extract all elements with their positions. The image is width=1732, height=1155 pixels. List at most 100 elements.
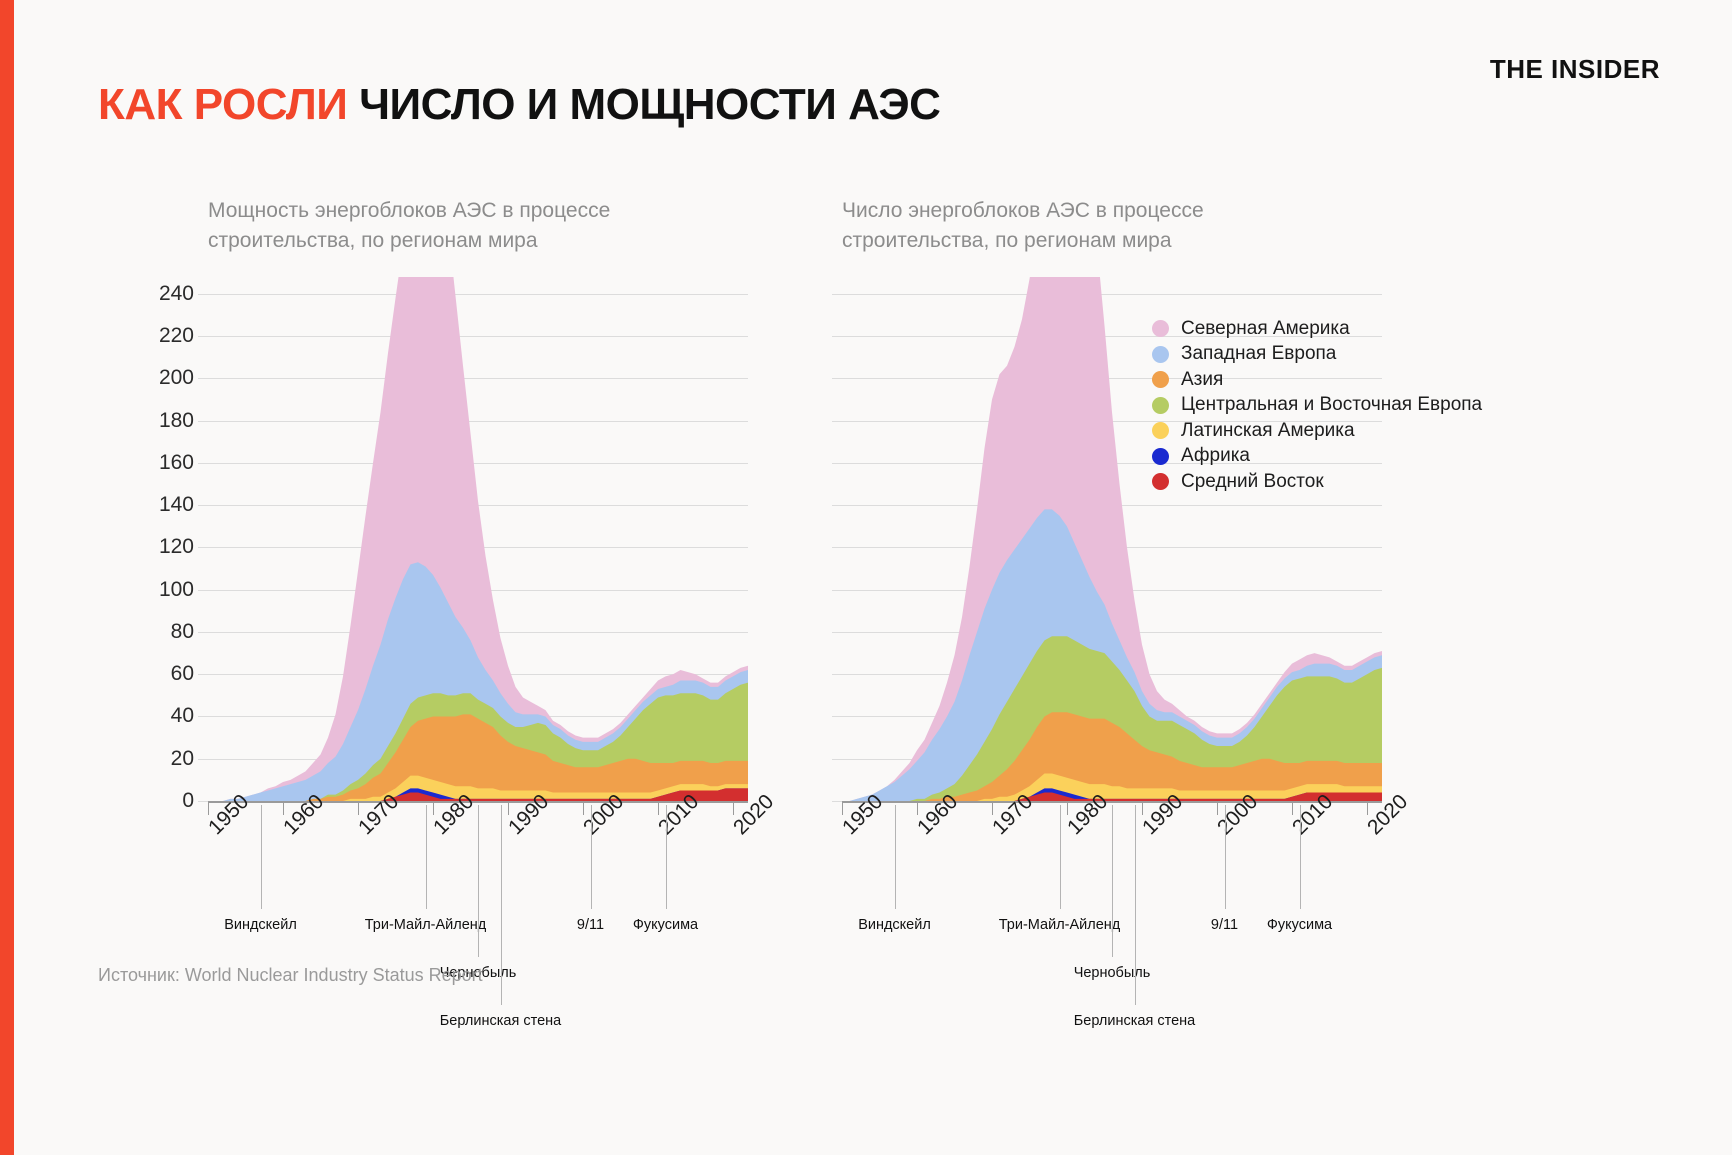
gridline: [208, 420, 748, 422]
legend-item-label: Средний Восток: [1181, 470, 1324, 492]
event-marker-label: Берлинская стена: [439, 1012, 562, 1029]
chart-panel-count: Число энергоблоков АЭС в процессе строит…: [800, 196, 1580, 1029]
legend-item-label: Азия: [1181, 368, 1224, 390]
legend-item[interactable]: Латинская Америка: [1152, 418, 1482, 444]
legend-item[interactable]: Африка: [1152, 444, 1482, 470]
y-axis-tick-mark: [832, 674, 842, 676]
legend-item-label: Африка: [1181, 445, 1250, 467]
x-axis-tick-mark: [1292, 802, 1293, 815]
gridline: [842, 293, 1382, 295]
legend-item-label: Центральная и Восточная Европа: [1181, 394, 1483, 416]
legend-item[interactable]: Азия: [1152, 367, 1482, 393]
event-marker-line: [894, 804, 896, 909]
event-marker-label: Берлинская стена: [1073, 1012, 1196, 1029]
legend-color-swatch-icon: [1152, 320, 1169, 338]
legend-color-swatch-icon: [1152, 345, 1169, 363]
legend-item-label: Западная Европа: [1181, 343, 1337, 365]
area-series: [842, 509, 1382, 801]
y-axis-tick-label: 180: [158, 408, 194, 432]
y-axis-tick-label: 240: [158, 281, 194, 305]
event-marker-label: Три-Майл-Айленд: [364, 916, 487, 933]
event-marker-label: Чернобыль: [1073, 964, 1151, 981]
event-marker-line: [665, 804, 667, 909]
y-axis-tick-mark: [198, 505, 208, 507]
y-axis-tick-label: 220: [158, 324, 194, 348]
event-marker-label: Фукусима: [1266, 916, 1333, 933]
legend-item[interactable]: Северная Америка: [1152, 316, 1482, 342]
page-title-rest: ЧИСЛО И МОЩНОСТИ АЭС: [359, 80, 941, 129]
event-marker-line: [260, 804, 262, 909]
gridline: [208, 336, 748, 338]
y-axis-tick-mark: [198, 336, 208, 338]
plot-area-capacity: 0 20 40 60 80 100 120 140 160 180 200 220 240 1950 196…: [120, 276, 800, 1029]
event-marker-line: [1134, 804, 1136, 1005]
brand-left-rail: [0, 0, 14, 1155]
x-axis-tick-mark: [1142, 802, 1143, 815]
legend-item[interactable]: Западная Европа: [1152, 342, 1482, 368]
legend-item-label: Северная Америка: [1181, 317, 1350, 339]
axis-baseline: [208, 800, 748, 803]
event-marker-line: [590, 804, 592, 909]
y-axis-tick-label: 0: [182, 788, 194, 812]
x-axis-tick-mark: [358, 802, 359, 815]
x-axis-tick-mark: [583, 802, 584, 815]
area-series: [208, 788, 748, 801]
x-axis-tick-mark: [433, 802, 434, 815]
x-axis-tick-mark: [733, 802, 734, 815]
area-series: [842, 712, 1382, 801]
area-series: [208, 775, 748, 801]
y-axis-tick-label: 20: [170, 746, 194, 770]
the-insider-logo: THE INSIDER: [1489, 54, 1660, 84]
x-axis-tick-mark: [842, 802, 843, 815]
source-note: Источник: World Nuclear Industry Status …: [98, 965, 483, 985]
legend: Северная Америка Западная Европа Азия Центр…: [1152, 316, 1482, 495]
x-axis-tick-mark: [283, 802, 284, 815]
y-axis-tick-label: 120: [158, 535, 194, 559]
y-axis-tick-mark: [832, 800, 842, 802]
area-series: [842, 636, 1382, 801]
event-marker-line: [500, 804, 502, 1005]
gridline: [842, 378, 1382, 380]
legend-color-swatch-icon: [1152, 371, 1169, 389]
y-axis-tick-mark: [832, 716, 842, 718]
page-title-accent: КАК РОСЛИ: [98, 80, 348, 129]
y-axis-tick-mark: [832, 758, 842, 760]
y-axis-tick-labels: 0 20 40 60 80 100 120 140 160 180 200 220 240: [120, 277, 194, 812]
event-marker-label: Виндскейл: [224, 916, 297, 933]
y-axis-tick-mark: [198, 420, 208, 422]
legend-item[interactable]: Центральная и Восточная Европа: [1152, 393, 1482, 419]
area-series: [842, 773, 1382, 801]
y-axis-tick-mark: [832, 420, 842, 422]
x-axis-tick-mark: [508, 802, 509, 815]
area-series: [208, 276, 748, 801]
legend-color-swatch-icon: [1152, 422, 1169, 440]
gridline: [208, 378, 748, 380]
y-axis-tick-mark: [198, 547, 208, 549]
y-axis-tick-mark: [832, 293, 842, 295]
y-axis-tick-mark: [198, 758, 208, 760]
plot-area-count: 1950 1960 1970 1980 1990 2000 2010 2020 Виндскей…: [800, 276, 1580, 1029]
event-marker-line: [1059, 804, 1061, 909]
event-marker-line: [1224, 804, 1226, 909]
legend-color-swatch-icon: [1152, 473, 1169, 491]
event-marker-label: 9/11: [576, 916, 605, 933]
y-axis-tick-label: 40: [170, 704, 194, 728]
y-axis-tick-label: 200: [158, 366, 194, 390]
y-axis-tick-mark: [198, 462, 208, 464]
page-title: КАК РОСЛИ ЧИСЛО И МОЩНОСТИ АЭС: [98, 80, 941, 130]
area-series: [842, 792, 1382, 801]
event-marker-label: 9/11: [1210, 916, 1239, 933]
legend-item[interactable]: Средний Восток: [1152, 469, 1482, 495]
x-axis-tick-mark: [208, 802, 209, 815]
x-axis-tick-mark: [917, 802, 918, 815]
y-axis-tick-mark: [832, 547, 842, 549]
y-axis-tick-mark: [198, 674, 208, 676]
axis-baseline: [842, 800, 1382, 803]
y-axis-tick-mark: [832, 462, 842, 464]
chart-panel-capacity: Мощность энергоблоков АЭС в процессе стр…: [120, 196, 800, 1029]
chart-subtitle-capacity: Мощность энергоблоков АЭС в процессе стр…: [208, 199, 611, 253]
event-marker-label: Чернобыль: [439, 964, 517, 981]
area-series: [208, 714, 748, 801]
chart-subtitle-count: Число энергоблоков АЭС в процессе строит…: [842, 199, 1204, 253]
